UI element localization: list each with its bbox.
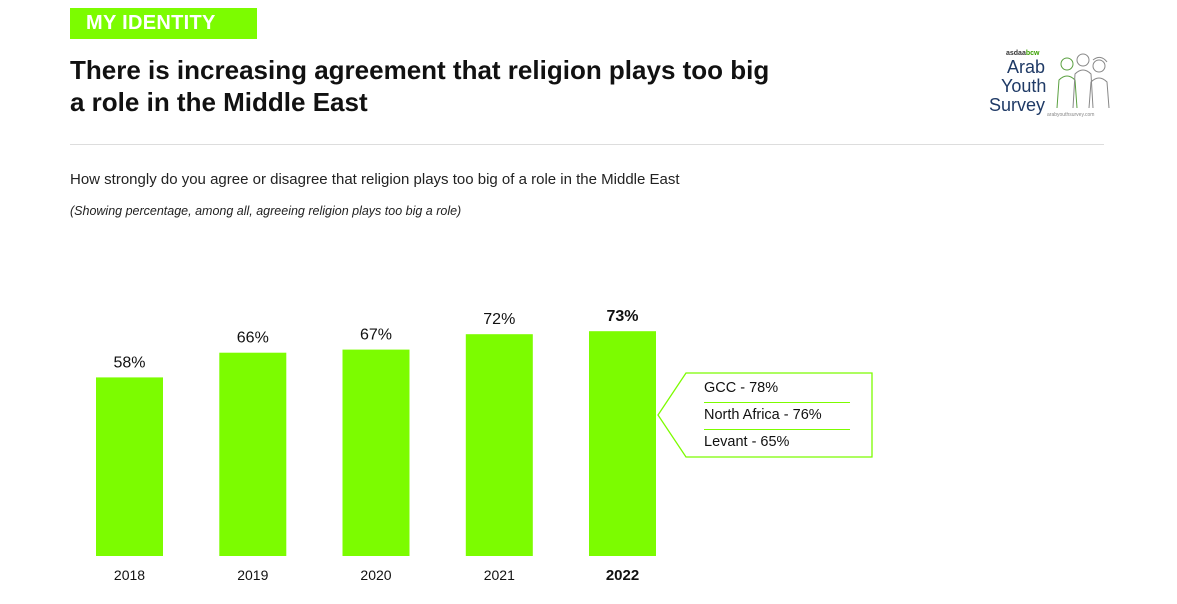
logo-sponsor: asdaabcw: [1006, 50, 1039, 57]
region-breakdown-callout: GCC - 78% North Africa - 76% Levant - 65…: [657, 372, 873, 458]
callout-row-levant: Levant - 65%: [704, 434, 790, 450]
logo-sponsor-prefix: asdaa: [1006, 50, 1026, 57]
page-title: There is increasing agreement that relig…: [70, 55, 770, 117]
x-tick-label-2018: 2018: [114, 567, 145, 583]
survey-note: (Showing percentage, among all, agreeing…: [70, 204, 462, 218]
value-label-2020: 67%: [360, 327, 392, 344]
value-label-2022: 73%: [606, 308, 638, 325]
bar-2020: [342, 349, 410, 556]
section-tag: MY IDENTITY: [70, 8, 257, 39]
value-label-2021: 72%: [483, 311, 515, 328]
people-illustration-icon: [1056, 53, 1110, 109]
callout-frame: [657, 372, 873, 458]
callout-divider: [704, 402, 850, 403]
bar-2019: [219, 352, 287, 556]
callout-row-gcc: GCC - 78%: [704, 380, 779, 396]
bar-2022: [589, 331, 656, 556]
x-tick-label-2020: 2020: [360, 567, 391, 583]
x-tick-label-2019: 2019: [237, 567, 268, 583]
logo-word-survey: Survey: [989, 95, 1046, 115]
x-tick-label-2022: 2022: [606, 567, 639, 584]
value-label-2019: 66%: [237, 330, 269, 347]
logo-website: arabyouthsurvey.com: [1047, 112, 1095, 118]
bar-2018: [96, 377, 163, 556]
survey-question: How strongly do you agree or disagree th…: [70, 171, 680, 188]
arab-youth-survey-logo: asdaabcw Arab Youth Survey arabyouthsurv…: [985, 46, 1125, 124]
logo-sponsor-suffix: bcw: [1025, 50, 1040, 57]
logo-word-youth: Youth: [1001, 76, 1047, 96]
value-label-2018: 58%: [113, 354, 145, 371]
header-divider: [70, 144, 1104, 145]
callout-divider: [704, 429, 850, 430]
logo-word-arab: Arab: [1007, 57, 1046, 77]
x-tick-label-2021: 2021: [484, 567, 515, 583]
callout-row-north-africa: North Africa - 76%: [704, 407, 822, 423]
bar-2021: [465, 334, 533, 556]
